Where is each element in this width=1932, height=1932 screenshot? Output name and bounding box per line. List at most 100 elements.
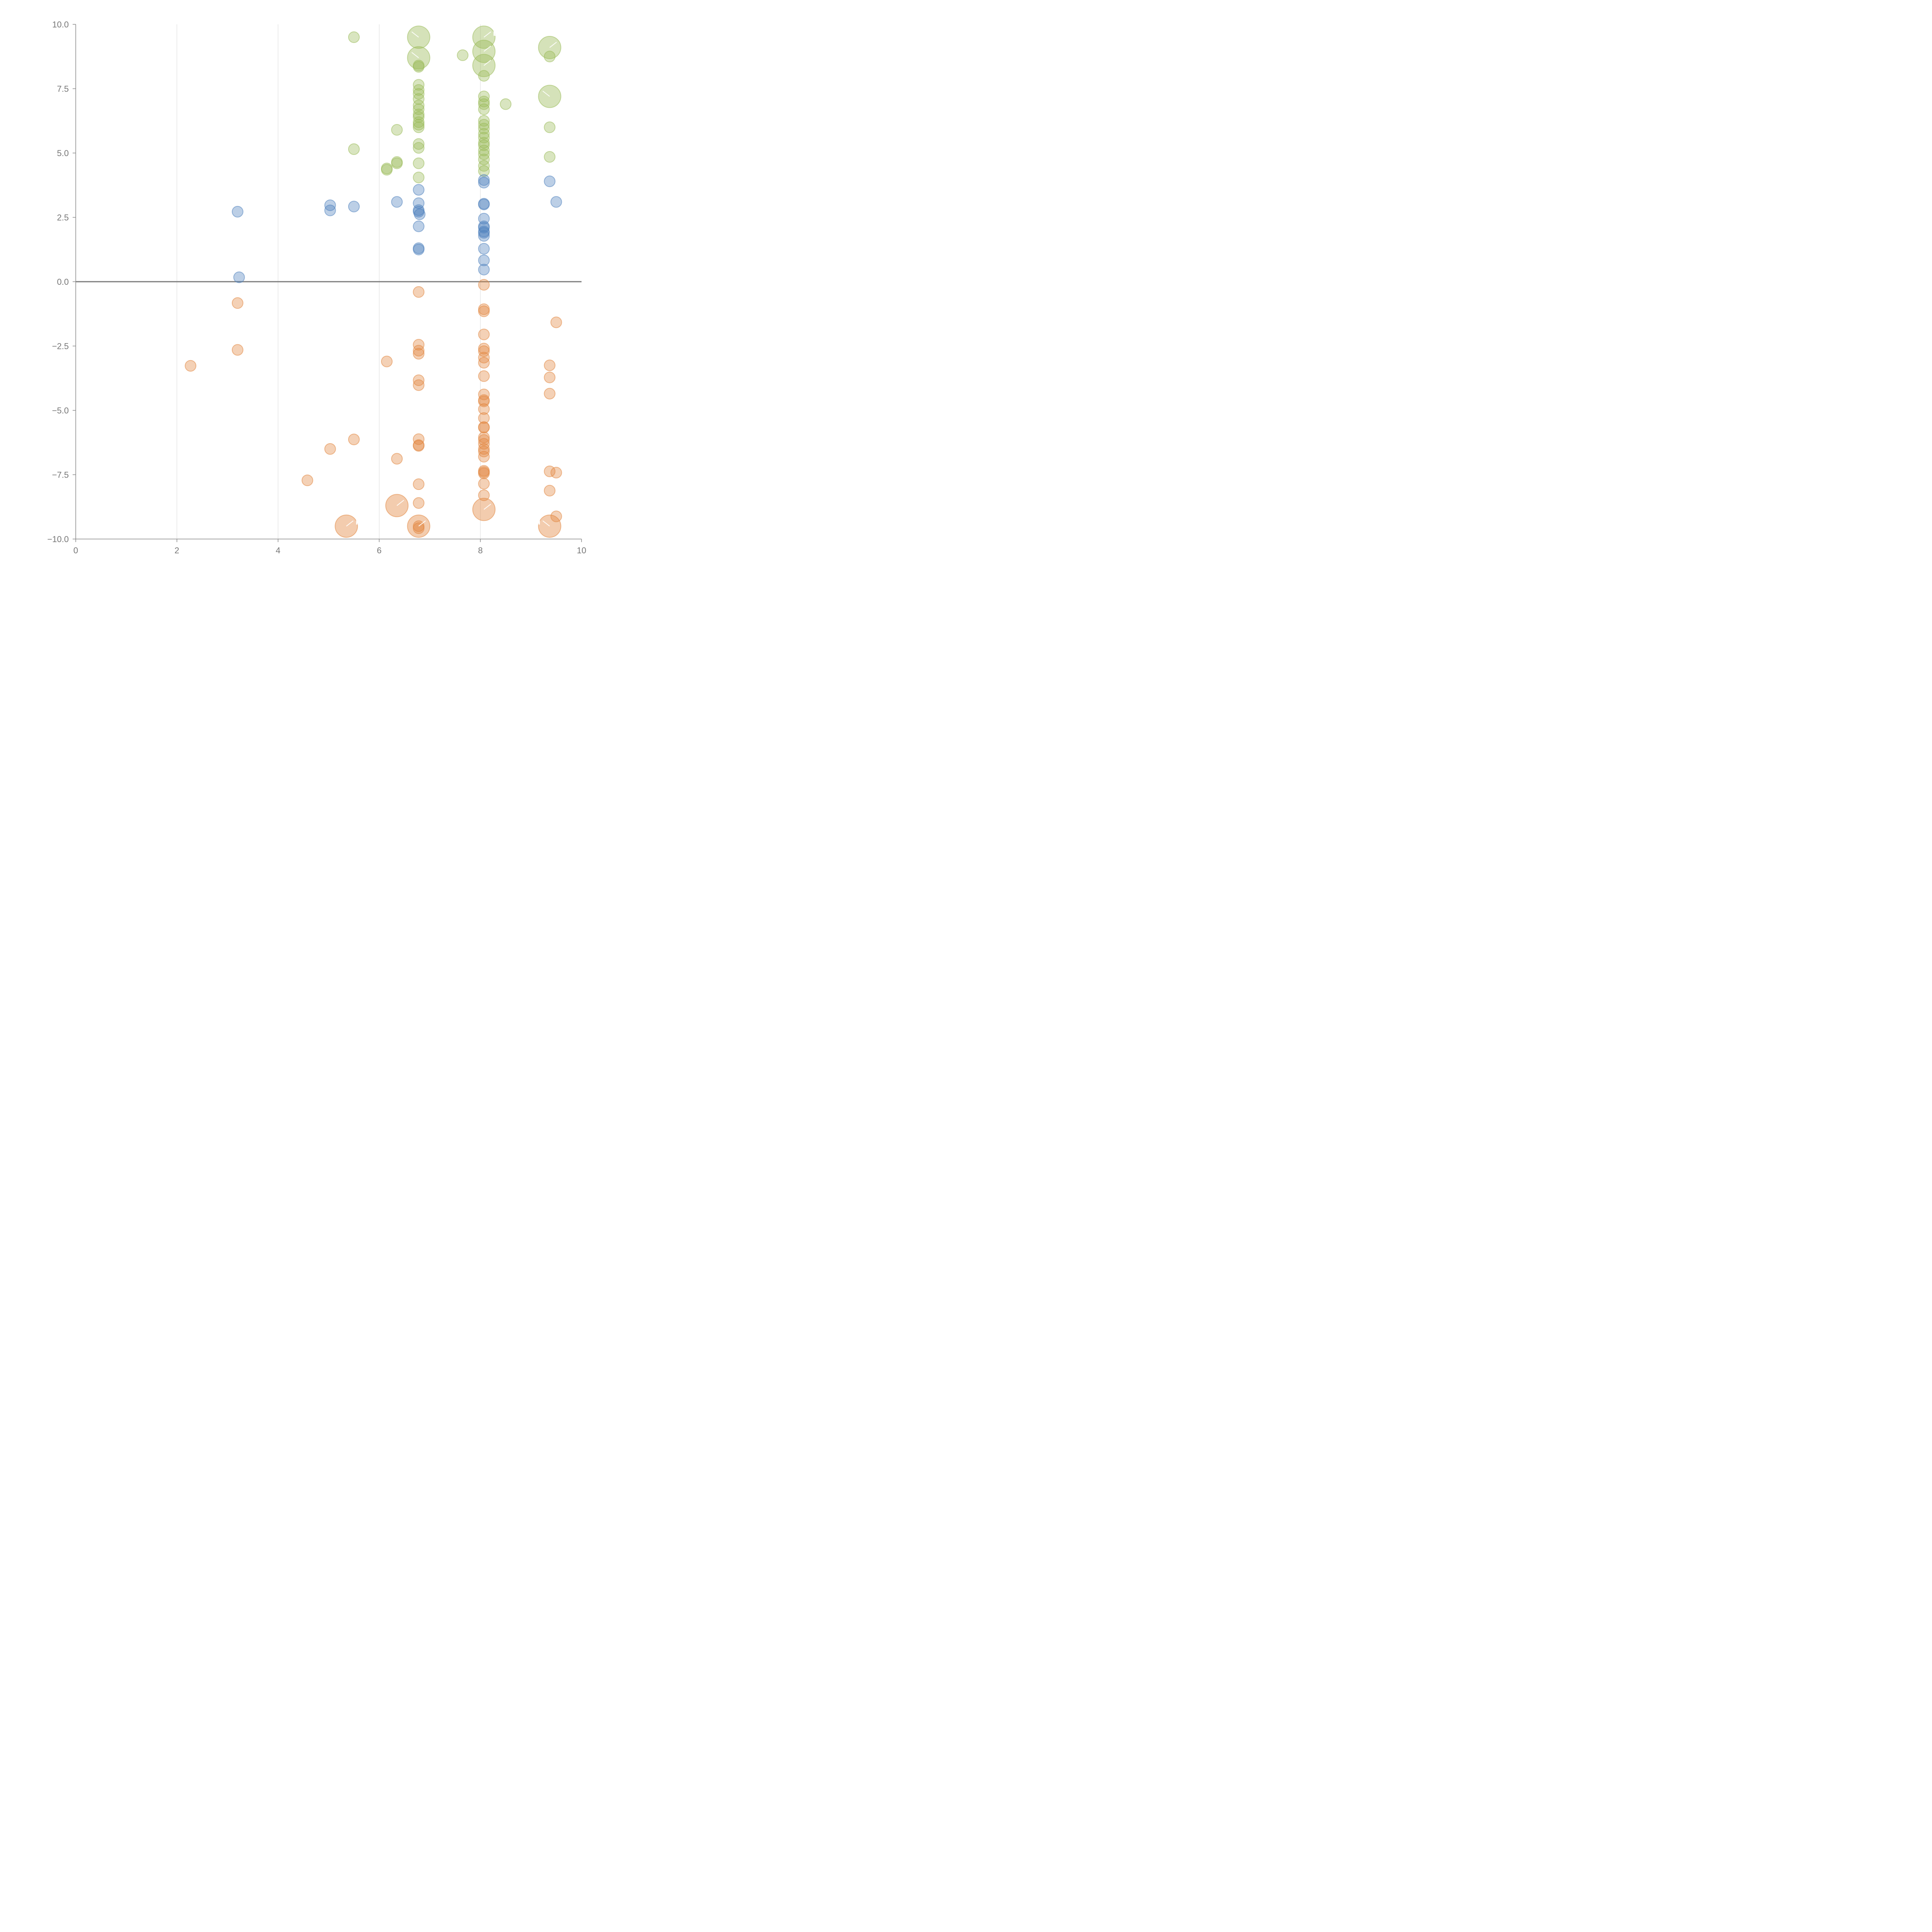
x-tick-label: 0 xyxy=(73,546,78,555)
data-point-green xyxy=(478,70,490,82)
data-point-orange xyxy=(550,467,562,479)
data-point-green xyxy=(544,151,556,163)
y-tick-label: −5.0 xyxy=(52,406,69,415)
data-point-orange xyxy=(413,497,425,509)
data-point-orange xyxy=(413,440,425,452)
data-point-orange xyxy=(478,357,490,369)
bubble-leader-line xyxy=(418,520,426,527)
tick-labels: 0 2 4 6 8 10 10.0 7.5 5.0 2.5 0.0 −2.5 −5.0 −7.5 −10.0 xyxy=(47,20,586,555)
data-point-green xyxy=(478,103,490,115)
y-tick-label: 5.0 xyxy=(57,148,69,158)
data-point-blue xyxy=(233,271,245,283)
data-point-blue xyxy=(348,201,360,213)
data-point-orange xyxy=(478,434,490,446)
data-point-green xyxy=(478,153,490,165)
bubble-leader-line xyxy=(483,46,491,52)
data-point-green xyxy=(413,84,425,96)
data-point-orange xyxy=(544,388,556,400)
x-tick-label: 10 xyxy=(577,546,586,555)
data-point-blue xyxy=(478,174,490,186)
data-point-blue xyxy=(414,208,426,220)
x-tick-label: 8 xyxy=(478,546,483,555)
data-point-orange xyxy=(478,305,490,317)
bubble-label: I xyxy=(355,512,359,528)
data-point-orange xyxy=(550,316,562,328)
data-point-green xyxy=(478,165,490,177)
bubble-leader-line xyxy=(411,52,419,58)
data-point-orange xyxy=(413,379,425,391)
x-tick-label: 4 xyxy=(276,546,280,555)
data-point-orange xyxy=(413,478,425,490)
data-point-green xyxy=(413,121,425,133)
data-point-blue xyxy=(550,196,562,208)
data-point-orange xyxy=(478,370,490,382)
data-point-orange xyxy=(478,328,490,340)
data-point-orange xyxy=(413,345,425,357)
data-point-orange xyxy=(544,485,556,497)
data-point-blue xyxy=(231,206,243,218)
y-tick-label: −2.5 xyxy=(52,342,69,351)
data-point-orange xyxy=(413,339,425,351)
data-point-green xyxy=(478,128,490,140)
bubble-label: API xyxy=(519,512,541,528)
data-point-orange xyxy=(478,489,490,501)
bubble-leader-line xyxy=(483,31,491,38)
data-point-blue xyxy=(478,230,490,242)
data-point-orange xyxy=(478,451,490,463)
data-point-orange xyxy=(348,434,360,446)
data-point-green xyxy=(413,157,425,169)
data-point-orange xyxy=(324,443,336,455)
data-point-orange xyxy=(544,359,556,371)
bubble-leader-line xyxy=(542,90,550,97)
data-point-orange xyxy=(413,433,425,445)
data-point-blue xyxy=(478,254,490,266)
bubble-leader-line xyxy=(483,60,491,66)
data-points xyxy=(185,31,562,534)
axes xyxy=(73,24,582,542)
y-tick-label: 10.0 xyxy=(52,20,69,29)
data-point-green xyxy=(457,49,469,61)
data-point-orange xyxy=(478,343,490,355)
data-point-green xyxy=(348,143,360,155)
data-point-green xyxy=(348,31,360,43)
y-tick-label: −7.5 xyxy=(52,470,69,480)
data-point-orange xyxy=(231,344,243,356)
data-point-green xyxy=(381,164,393,176)
data-point-blue xyxy=(544,175,556,187)
bubble-leader-line xyxy=(396,500,404,506)
data-point-blue xyxy=(413,220,425,232)
data-point-green xyxy=(500,98,512,110)
data-point-green xyxy=(413,172,425,184)
data-point-blue xyxy=(478,243,490,255)
data-point-orange xyxy=(413,348,425,360)
data-point-green xyxy=(478,145,490,156)
data-point-green xyxy=(544,51,556,63)
data-point-green xyxy=(413,99,425,111)
data-point-blue xyxy=(478,264,490,276)
y-tick-label: 2.5 xyxy=(57,213,69,223)
y-tick-label: −10.0 xyxy=(47,534,69,544)
data-point-blue xyxy=(324,204,336,216)
y-tick-label: 0.0 xyxy=(57,277,69,287)
data-point-orange xyxy=(478,478,490,490)
bubble-label: Bu xyxy=(492,23,509,39)
bubble-leader-line xyxy=(549,42,557,48)
data-point-green xyxy=(413,119,425,131)
data-point-blue xyxy=(478,227,490,239)
data-point-orange xyxy=(478,468,490,480)
data-point-orange xyxy=(544,371,556,383)
data-point-orange xyxy=(478,431,490,443)
data-point-orange xyxy=(478,412,490,424)
data-point-green xyxy=(391,124,403,136)
data-point-green xyxy=(413,93,425,105)
x-tick-label: 2 xyxy=(175,546,179,555)
data-point-orange xyxy=(413,522,425,534)
data-point-orange xyxy=(413,374,425,386)
data-point-orange xyxy=(391,453,403,465)
data-point-orange xyxy=(478,279,490,291)
bubble-chart: Bu I API 0 2 4 6 8 10 10.0 7.5 5.0 2.5 0.0 −2.5 −5.0 −7… xyxy=(47,20,586,555)
data-point-blue xyxy=(391,196,403,208)
x-tick-label: 6 xyxy=(377,546,381,555)
data-point-green xyxy=(413,61,425,73)
data-point-green xyxy=(413,142,425,154)
